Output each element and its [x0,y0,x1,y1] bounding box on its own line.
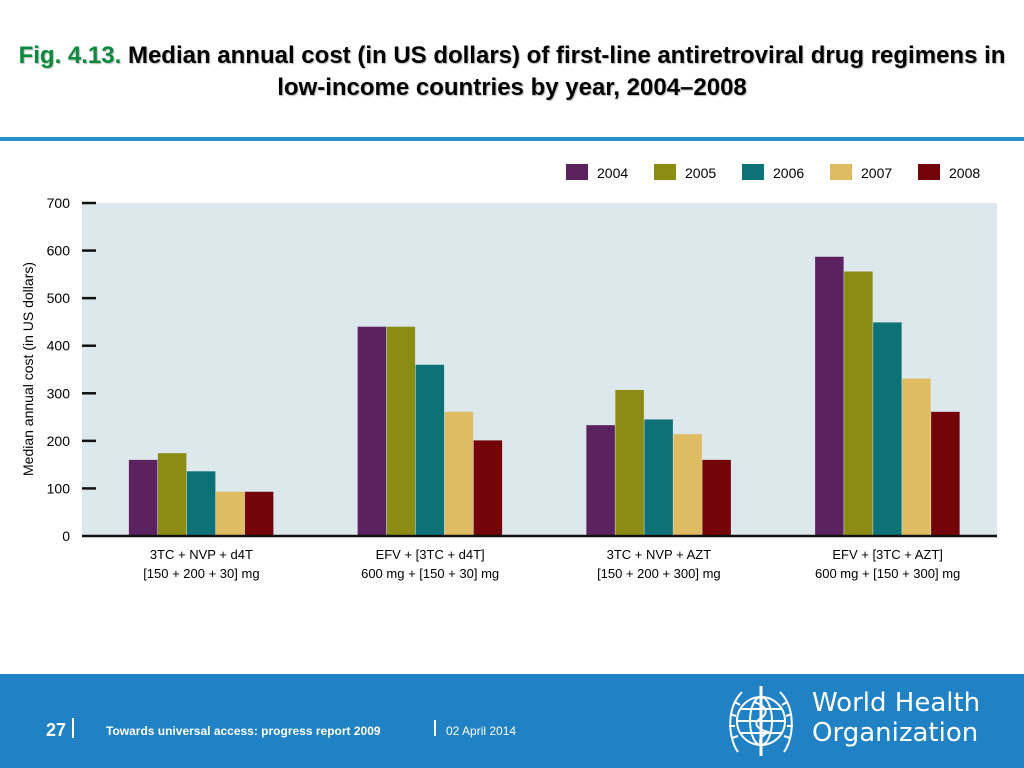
bar-2008-cat1 [244,491,274,536]
x-tick-label: 600 mg + [150 + 300] mg [815,566,960,581]
bar-2007-cat3 [673,434,702,536]
y-tick-label: 700 [47,195,71,211]
bar-2005-cat1 [157,453,187,536]
footer-separator [72,718,74,738]
who-emblem-icon [729,686,793,756]
legend: 2004 2005 2006 2007 2008 [566,164,980,181]
legend-swatch-2008 [918,164,940,180]
bar-2004-cat2 [357,326,387,536]
bar-2005-cat3 [615,389,644,536]
slide-title: Fig. 4.13. Median annual cost (in US dol… [0,40,1024,104]
title-divider [0,137,1024,141]
legend-swatch-2006 [742,164,764,180]
y-axis-label: Median annual cost (in US dollars) [20,262,36,476]
bar-2007-cat4 [902,378,931,536]
y-tick-label: 500 [47,290,71,306]
legend-label-2007: 2007 [861,165,892,181]
bar-2008-cat2 [473,440,503,536]
legend-label-2005: 2005 [685,165,716,181]
legend-label-2008: 2008 [949,165,980,181]
bar-2006-cat2 [415,364,445,536]
y-tick-label: 600 [47,243,71,259]
y-tick-label: 0 [62,528,70,544]
page-number: 27 [46,720,67,740]
bar-2006-cat4 [873,322,902,536]
y-tick-label: 300 [47,385,71,401]
legend-label-2006: 2006 [773,165,804,181]
legend-swatch-2004 [566,164,588,180]
x-tick-label: [150 + 200 + 300] mg [597,566,721,581]
y-tick-label: 100 [47,480,71,496]
bar-2005-cat4 [844,271,873,536]
bar-2006-cat1 [186,471,216,536]
bar-2004-cat1 [128,459,158,536]
bar-2004-cat3 [586,425,615,536]
legend-swatch-2005 [654,164,676,180]
x-tick-label: EFV + [3TC + AZT] [832,547,943,562]
bar-2008-cat3 [702,459,731,536]
bar-2007-cat1 [215,491,245,536]
bar-2004-cat4 [815,256,844,536]
y-tick-label: 200 [47,433,71,449]
bar-2007-cat2 [444,411,474,536]
x-axis: 3TC + NVP + d4T [150 + 200 + 30] mg EFV + … [82,534,997,581]
bar-chart: 2004 2005 2006 2007 2008 0 100 200 300 400 500 600… [20,164,997,581]
bar-2008-cat4 [931,411,960,536]
y-axis: 0 100 200 300 400 500 600 700 [47,195,96,544]
x-tick-label: 3TC + NVP + AZT [607,547,712,562]
bars [128,256,960,536]
slide-date: 02 April 2014 [446,724,517,738]
who-name-line1: World Health [812,688,981,718]
footer-bar: 27 Towards universal access: progress re… [0,674,1024,768]
bar-2006-cat3 [644,419,673,536]
report-title: Towards universal access: progress repor… [106,724,381,738]
x-tick-label: 3TC + NVP + d4T [150,547,253,562]
who-logo-text: World Health Organization [812,688,980,748]
legend-swatch-2007 [830,164,852,180]
figure-label: Fig. 4.13. [18,42,122,69]
x-tick-label: 600 mg + [150 + 30] mg [361,566,499,581]
x-tick-label: [150 + 200 + 30] mg [143,566,259,581]
figure-title-text: Median annual cost (in US dollars) of fi… [127,42,1006,101]
y-tick-label: 400 [47,338,71,354]
footer-separator [434,720,436,736]
legend-label-2004: 2004 [597,165,628,181]
bar-2005-cat2 [386,326,416,536]
who-name-line2: Organization [812,718,979,748]
x-tick-label: EFV + [3TC + d4T] [376,547,485,562]
